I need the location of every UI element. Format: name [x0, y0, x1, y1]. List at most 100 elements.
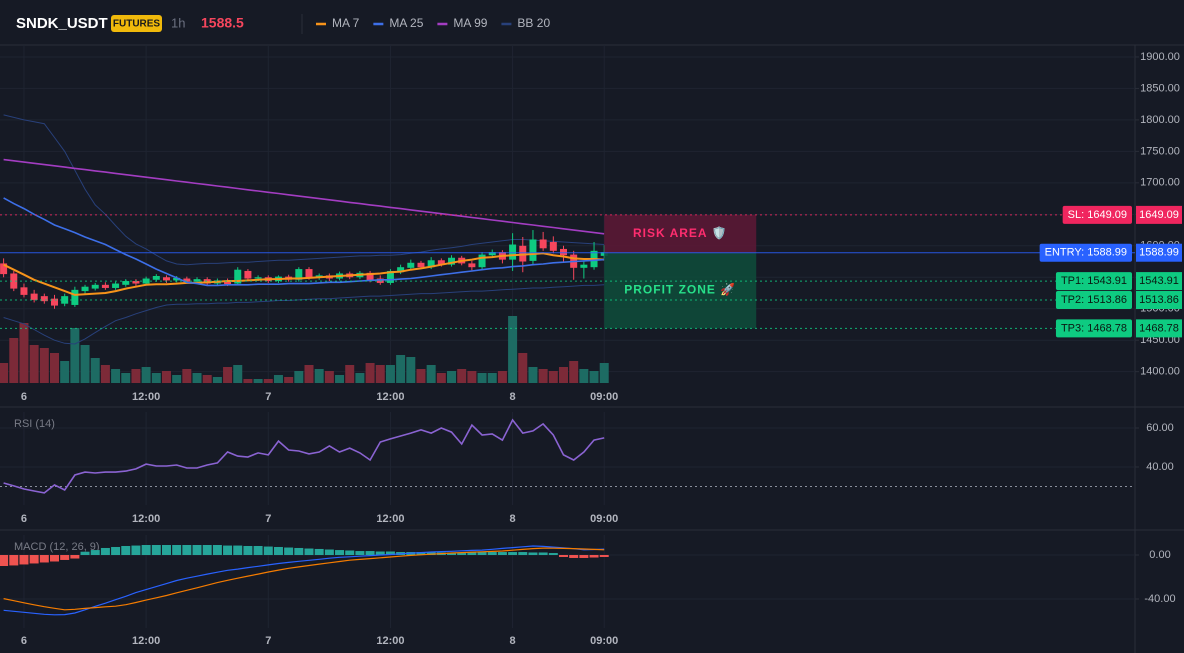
- x-tick-label: 09:00: [590, 635, 618, 647]
- volume-bar: [345, 365, 355, 383]
- histogram-bar: [192, 545, 202, 556]
- volume-bar: [151, 373, 161, 383]
- volume-bar: [365, 363, 375, 383]
- histogram-bar: [365, 551, 375, 556]
- y-tick-label: 1400.00: [1140, 366, 1180, 378]
- candle-body: [224, 280, 232, 285]
- histogram-bar: [111, 546, 121, 556]
- candle-body: [244, 270, 252, 279]
- histogram-bar: [182, 545, 192, 556]
- histogram-bar: [202, 545, 212, 556]
- candle-body: [580, 264, 588, 268]
- candle-body: [427, 260, 435, 268]
- histogram-bar: [80, 551, 90, 556]
- histogram-bar: [131, 545, 141, 556]
- candle-body: [61, 296, 69, 304]
- level-value-bg: [1136, 272, 1182, 291]
- histogram-bar: [416, 552, 426, 556]
- ma-line: [3, 197, 605, 287]
- level-label-bg: [1055, 319, 1132, 338]
- volume-bar: [477, 373, 487, 383]
- rsi-line: [3, 418, 605, 494]
- histogram-bar: [223, 545, 233, 556]
- x-tick-label: 12:00: [376, 391, 404, 403]
- legend-label: MA 99: [453, 16, 487, 30]
- candle-body: [560, 248, 567, 256]
- histogram-bar: [345, 550, 355, 556]
- histogram-bar: [50, 555, 59, 562]
- last-price: 1588.5: [201, 15, 244, 31]
- legend-label: BB 20: [517, 16, 550, 30]
- candle-body: [193, 279, 201, 282]
- interval[interactable]: 1h: [171, 15, 185, 30]
- histogram-bar: [324, 549, 334, 556]
- volume-bar: [0, 363, 9, 383]
- candle-body: [488, 252, 496, 256]
- volume-bar: [457, 369, 467, 383]
- volume-bar: [508, 316, 518, 383]
- ma-line: [3, 158, 605, 235]
- level-label-bg: [1062, 205, 1132, 224]
- x-tick-label: 8: [510, 513, 516, 525]
- histogram-bar: [508, 552, 518, 556]
- histogram-bar: [314, 548, 324, 556]
- level-label-bg: [1055, 291, 1132, 310]
- histogram-bar: [385, 551, 395, 556]
- candle-body: [71, 289, 79, 305]
- ma-line: [3, 252, 605, 296]
- histogram-bar: [70, 555, 80, 559]
- y-tick-label: 0.00: [1149, 549, 1170, 561]
- candle-body: [91, 284, 99, 289]
- level-value-bg: [1136, 319, 1182, 338]
- histogram-bar: [19, 555, 29, 565]
- level-label: SL: 1649.09: [1068, 209, 1127, 221]
- level-value: 1588.99: [1139, 247, 1179, 259]
- x-tick-label: 12:00: [132, 513, 160, 525]
- candle-body: [183, 278, 191, 282]
- histogram-bar: [263, 546, 273, 556]
- volume-bar: [416, 369, 426, 383]
- candle-body: [152, 275, 160, 280]
- volume-bar: [100, 365, 110, 383]
- volume-bar: [569, 361, 579, 383]
- level-label-bg: [1039, 243, 1132, 262]
- x-tick-label: 6: [21, 391, 27, 403]
- volume-bar: [90, 358, 100, 383]
- volume-bar: [528, 367, 538, 383]
- volume-bar: [385, 365, 395, 383]
- volume-bar: [9, 338, 19, 383]
- candle-body: [478, 254, 486, 268]
- zone-label: RISK AREA 🛡️: [633, 226, 727, 240]
- volume-bar: [497, 371, 507, 383]
- x-tick-label: 8: [510, 391, 516, 403]
- symbol: SNDK_USDT: [16, 15, 108, 32]
- histogram-bar: [9, 555, 19, 566]
- y-tick-label: 40.00: [1146, 461, 1174, 473]
- level-value: 1513.86: [1139, 294, 1179, 306]
- histogram-bar: [518, 552, 528, 556]
- volume-bar: [335, 375, 345, 383]
- volume-bar: [121, 373, 131, 383]
- candle-body: [305, 269, 313, 278]
- badge-bg: [111, 15, 162, 32]
- histogram-bar: [579, 555, 589, 558]
- signal-line: [3, 547, 605, 611]
- histogram-bar: [172, 545, 182, 556]
- bollinger-lower: [3, 284, 605, 345]
- histogram-bar: [39, 555, 49, 563]
- histogram-bar: [294, 547, 304, 556]
- histogram-bar: [161, 545, 171, 556]
- volume-bar: [182, 369, 192, 383]
- histogram-bar: [569, 555, 579, 558]
- volume-bar: [314, 369, 324, 383]
- histogram-bar: [90, 550, 100, 556]
- volume-bar: [202, 375, 212, 383]
- zone: [604, 252, 757, 329]
- histogram-bar: [538, 552, 548, 556]
- x-tick-label: 6: [21, 513, 27, 525]
- histogram-bar: [151, 545, 161, 556]
- volume-bar: [212, 377, 222, 383]
- histogram-bar: [375, 551, 385, 556]
- histogram-bar: [497, 552, 507, 556]
